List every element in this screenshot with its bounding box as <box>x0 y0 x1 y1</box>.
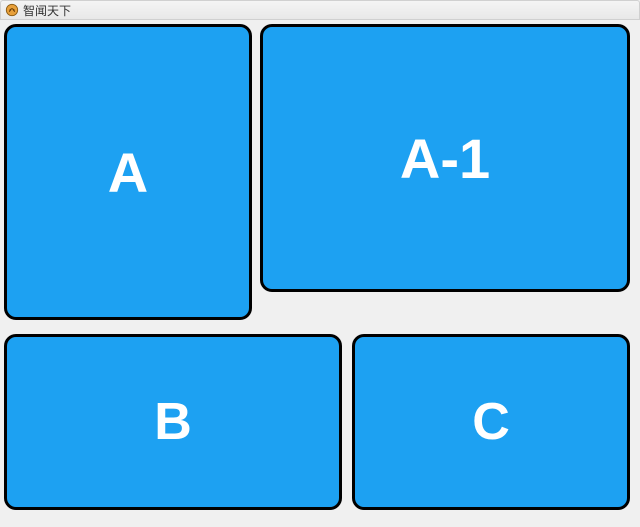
panel-a: A <box>4 24 252 320</box>
panel-b: B <box>4 334 342 510</box>
window-titlebar: 智闻天下 <box>0 0 640 20</box>
layout-canvas: A A-1 B C <box>0 20 640 527</box>
panel-c: C <box>352 334 630 510</box>
panel-label: B <box>154 392 192 452</box>
panel-a1: A-1 <box>260 24 630 292</box>
panel-label: A-1 <box>400 126 490 191</box>
window-title: 智闻天下 <box>23 2 71 19</box>
panel-label: A <box>108 140 148 205</box>
panel-label: C <box>472 392 510 452</box>
app-icon <box>5 3 19 17</box>
